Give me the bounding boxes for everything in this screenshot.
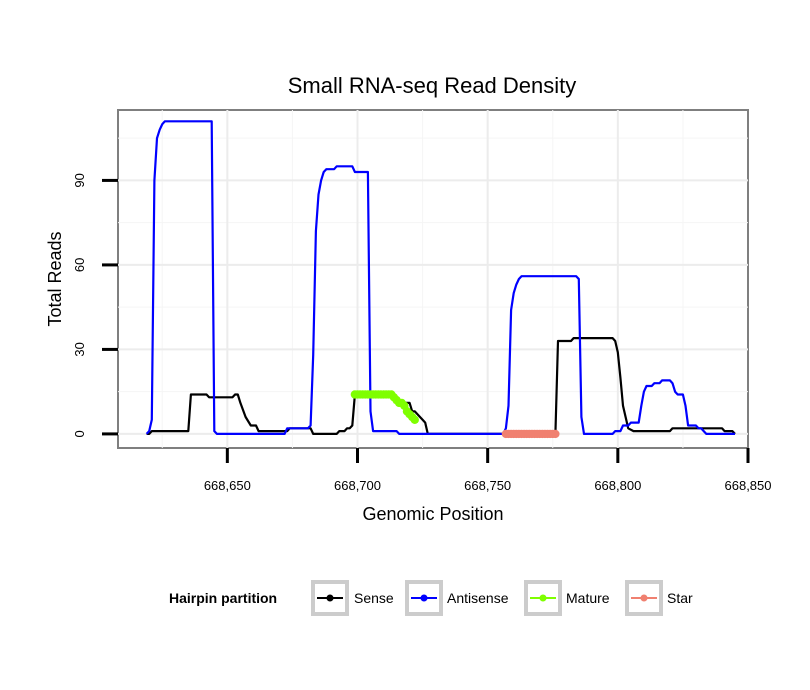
legend-key-dot [326,594,334,602]
x-tick-label: 668,750 [464,478,511,493]
y-tick-label: 90 [72,173,87,187]
series-layer [145,120,736,439]
legend-key-dot [539,594,547,602]
series-star [501,429,560,439]
x-tick-label: 668,800 [594,478,641,493]
y-tick-label: 0 [72,430,87,437]
plot-panel [117,109,749,449]
legend-item-sense: Sense [311,580,394,616]
data-point-star [551,429,560,439]
x-tick-label: 668,850 [725,478,772,493]
legend-key-dot [640,594,648,602]
legend-item-star: Star [625,580,693,616]
x-axis-title: Genomic Position [362,504,503,524]
y-tick-label: 60 [72,258,87,272]
legend-label-sense: Sense [354,590,394,606]
chart-title: Small RNA-seq Read Density [288,73,577,98]
legend-label-star: Star [667,590,693,606]
legend-items: Sense Antisense Mature Star [311,580,693,616]
legend-item-antisense: Antisense [405,580,509,616]
series-line-antisense [145,120,735,435]
y-axis-title: Total Reads [45,231,65,326]
series-mature [350,390,419,425]
series-antisense [145,120,735,435]
legend-title: Hairpin partition [169,590,277,606]
x-axis: 668,650 668,700 668,750 668,800 668,850 [204,448,772,493]
data-point-mature [410,415,419,425]
legend-key-dot [420,594,428,602]
y-tick-label: 30 [72,342,87,356]
x-tick-label: 668,700 [334,478,381,493]
legend-label-mature: Mature [566,590,610,606]
legend: Hairpin partition Sense Antisense Mature St… [169,580,693,616]
y-axis: 0 30 60 90 [72,173,118,438]
legend-item-mature: Mature [524,580,610,616]
x-tick-label: 668,650 [204,478,251,493]
legend-label-antisense: Antisense [447,590,509,606]
